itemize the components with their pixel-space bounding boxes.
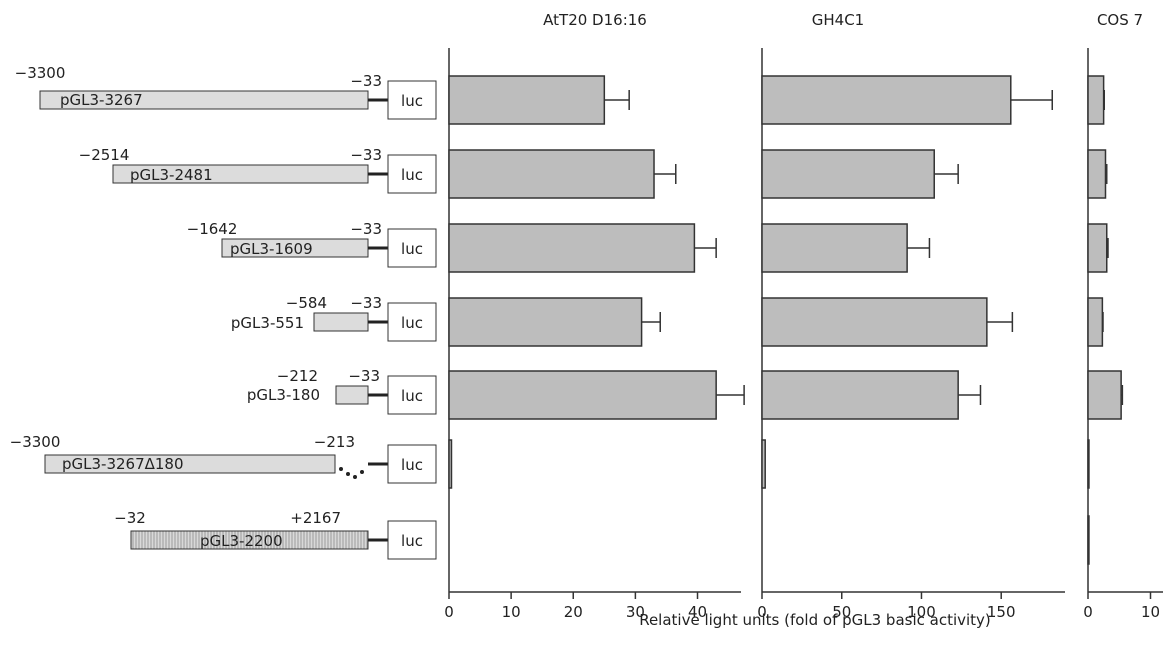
- construct-name: pGL3-3267Δ180: [62, 455, 184, 473]
- x-tick-label: 0: [1083, 603, 1093, 621]
- construct-start-position: −2514: [79, 146, 130, 164]
- panel-title: COS 7: [1097, 11, 1143, 29]
- luc-label: luc: [401, 92, 423, 110]
- x-tick-label: 0: [757, 603, 767, 621]
- x-tick-label: 0: [444, 603, 454, 621]
- construct-end-position: +2167: [290, 509, 341, 527]
- luc-box: [387, 228, 437, 268]
- bar: [1087, 439, 1090, 489]
- bar: [448, 439, 453, 489]
- luc-label: luc: [401, 387, 423, 405]
- x-tick-label: 50: [832, 603, 851, 621]
- x-tick-label: 40: [688, 603, 707, 621]
- bar: [1087, 370, 1122, 420]
- bar: [761, 439, 766, 489]
- construct-5: luc −3300 −213 pGL3-3267Δ180: [10, 433, 437, 484]
- panel-1: 0 50 100 150: [757, 48, 1065, 621]
- construct-end-position: −33: [350, 72, 382, 90]
- luc-label: luc: [401, 456, 423, 474]
- x-tick-label: 30: [626, 603, 645, 621]
- construct-start-position: −212: [277, 367, 318, 385]
- x-tick-label: 20: [564, 603, 583, 621]
- luc-label: luc: [401, 166, 423, 184]
- luc-box: [387, 444, 437, 484]
- x-tick-label: 100: [907, 603, 936, 621]
- bar: [761, 75, 1012, 125]
- construct-start-position: −3300: [15, 64, 66, 82]
- construct-start-position: −584: [286, 294, 327, 312]
- panel-2: 0 10: [1083, 48, 1163, 621]
- x-axis-label: Relative light units (fold of pGL3 basic…: [639, 611, 991, 629]
- construct-name: pGL3-3267: [60, 91, 143, 109]
- bar: [1087, 297, 1104, 347]
- construct-1: luc −2514 −33 pGL3-2481: [79, 146, 437, 194]
- deletion-dot: [360, 470, 364, 474]
- bar: [761, 297, 988, 347]
- construct-start-position: −32: [114, 509, 146, 527]
- bar: [1087, 515, 1090, 565]
- construct-2: luc −1642 −33 pGL3-1609: [187, 220, 437, 268]
- x-tick-label: 10: [502, 603, 521, 621]
- construct-6: luc −32 +2167 pGL3-2200: [114, 509, 437, 560]
- construct-end-position: −33: [348, 367, 380, 385]
- x-tick-label: 150: [987, 603, 1016, 621]
- panel-title: AtT20 D16:16: [543, 11, 647, 29]
- construct-4: luc −212 −33 pGL3-180: [247, 367, 437, 415]
- construct-end-position: −33: [350, 294, 382, 312]
- bar: [761, 223, 908, 273]
- luc-box: [387, 302, 437, 342]
- construct-name: pGL3-180: [247, 386, 320, 404]
- construct-end-position: −33: [350, 220, 382, 238]
- construct-name: pGL3-2481: [130, 166, 213, 184]
- construct-end-position: −213: [314, 433, 355, 451]
- deletion-dot: [339, 467, 343, 471]
- luc-box: [387, 154, 437, 194]
- deletion-dot: [353, 475, 357, 479]
- construct-name: pGL3-551: [231, 314, 304, 332]
- bar: [1087, 149, 1107, 199]
- construct-0: luc −3300 −33 pGL3-3267: [15, 64, 437, 120]
- bar: [448, 223, 696, 273]
- bar: [1087, 75, 1105, 125]
- panel-title: GH4C1: [812, 11, 864, 29]
- promoter-insert: [44, 454, 336, 474]
- bar: [761, 370, 959, 420]
- construct-end-position: −33: [350, 146, 382, 164]
- panel-0: 0 10 20 30 40: [444, 48, 745, 621]
- construct-start-position: −3300: [10, 433, 61, 451]
- construct-name: pGL3-1609: [230, 240, 313, 258]
- luc-box: [387, 375, 437, 415]
- promoter-insert: [313, 312, 369, 332]
- deletion-dot: [346, 472, 350, 476]
- construct-start-position: −1642: [187, 220, 238, 238]
- luc-label: luc: [401, 240, 423, 258]
- bar: [448, 297, 643, 347]
- bar: [448, 75, 606, 125]
- construct-name: pGL3-2200: [200, 532, 283, 550]
- construct-3: luc −584 −33 pGL3-551: [231, 294, 437, 342]
- bar: [448, 149, 655, 199]
- luc-label: luc: [401, 314, 423, 332]
- bar: [761, 149, 935, 199]
- promoter-insert: [335, 385, 369, 405]
- bar: [1087, 223, 1108, 273]
- luc-label: luc: [401, 532, 423, 550]
- luc-box: [387, 520, 437, 560]
- bar: [448, 370, 717, 420]
- x-tick-label: 10: [1141, 603, 1160, 621]
- luc-box: [387, 80, 437, 120]
